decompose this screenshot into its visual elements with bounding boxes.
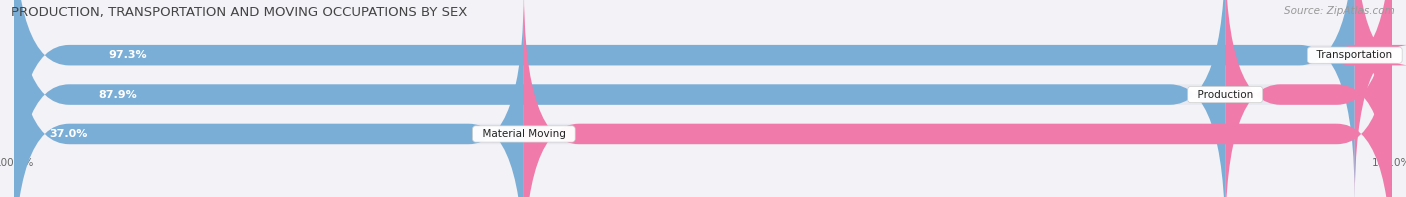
Text: Material Moving: Material Moving [475,129,572,139]
FancyBboxPatch shape [14,0,1392,197]
FancyBboxPatch shape [14,0,1392,197]
Text: 87.9%: 87.9% [98,90,138,99]
FancyBboxPatch shape [524,0,1392,197]
Legend: Male, Female: Male, Female [647,194,759,197]
Text: Transportation: Transportation [1310,50,1399,60]
Text: PRODUCTION, TRANSPORTATION AND MOVING OCCUPATIONS BY SEX: PRODUCTION, TRANSPORTATION AND MOVING OC… [11,6,468,19]
Text: 37.0%: 37.0% [49,129,89,139]
Text: 97.3%: 97.3% [108,50,146,60]
Text: Production: Production [1191,90,1260,99]
FancyBboxPatch shape [14,0,1225,197]
Text: Source: ZipAtlas.com: Source: ZipAtlas.com [1284,6,1395,16]
FancyBboxPatch shape [1225,0,1392,197]
FancyBboxPatch shape [14,0,1392,197]
FancyBboxPatch shape [1337,0,1406,197]
FancyBboxPatch shape [14,0,524,197]
FancyBboxPatch shape [14,0,1355,197]
